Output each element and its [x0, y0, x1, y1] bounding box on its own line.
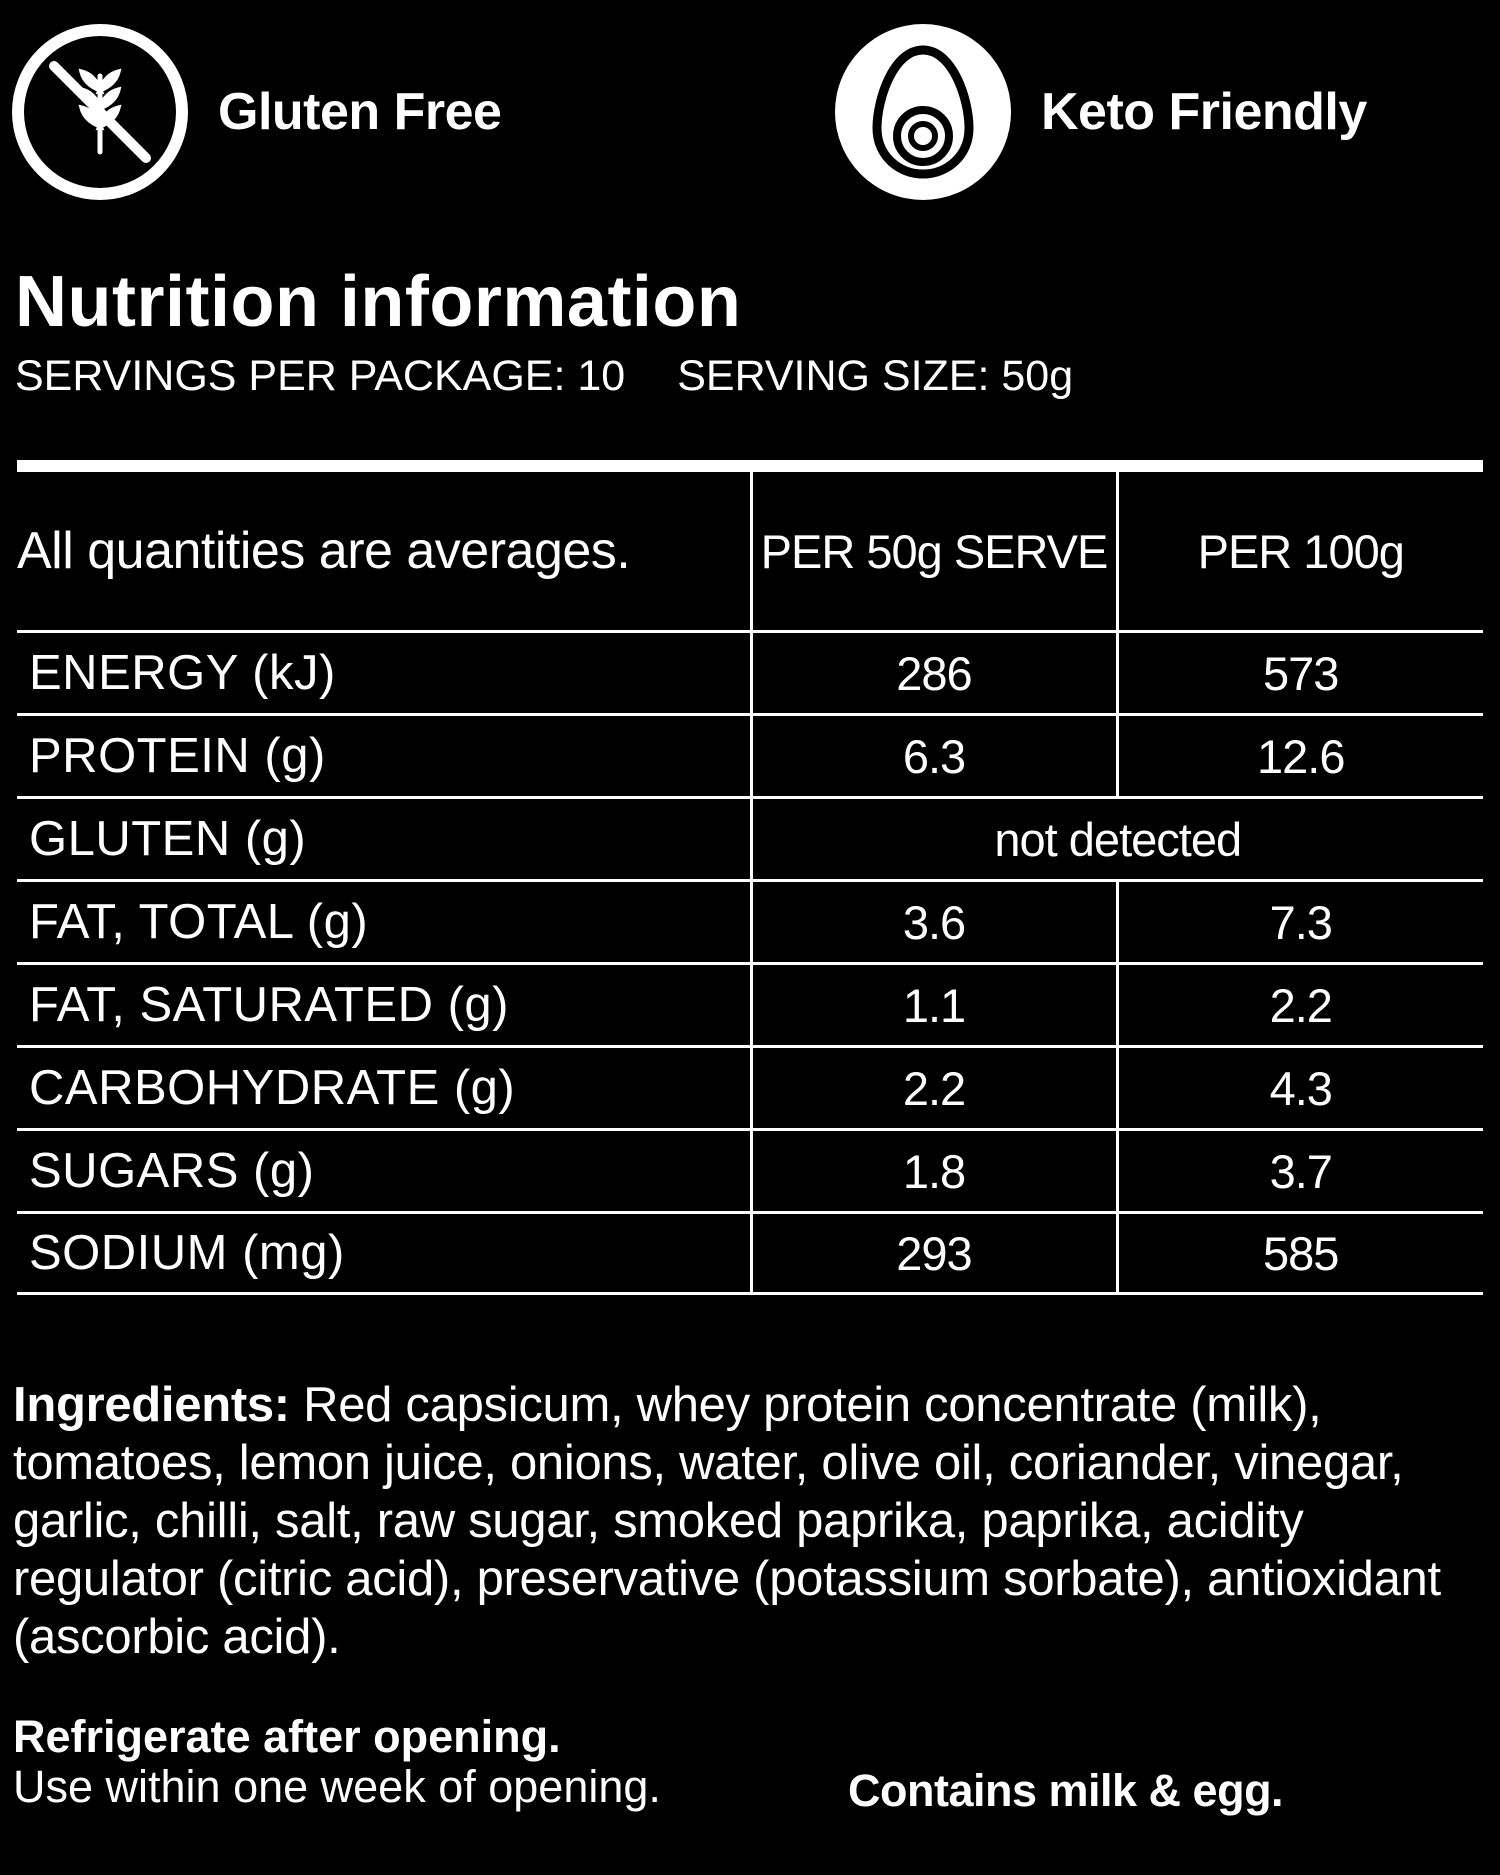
- table-row: CARBOHYDRATE (g) 2.2 4.3: [17, 1045, 1483, 1131]
- per-100g-value: 7.3: [1115, 879, 1483, 965]
- per-serve-value: 293: [749, 1211, 1119, 1295]
- refrigerate-note: Refrigerate after opening.: [13, 1711, 561, 1762]
- table-row: ENERGY (kJ) 286 573: [17, 630, 1483, 716]
- per-100g-value: 573: [1115, 630, 1483, 716]
- servings-per-package: SERVINGS PER PACKAGE: 10: [15, 352, 626, 400]
- no-wheat-icon: [12, 24, 188, 200]
- ingredients-paragraph: Ingredients: Red capsicum, whey protein …: [13, 1376, 1493, 1666]
- per-serve-value: 6.3: [749, 713, 1119, 799]
- use-within-note: Use within one week of opening.: [13, 1761, 661, 1812]
- serving-info: SERVINGS PER PACKAGE: 10 SERVING SIZE: 50…: [15, 355, 1073, 398]
- gluten-free-badge: Gluten Free: [12, 24, 502, 200]
- ingredients-label: Ingredients:: [13, 1378, 290, 1432]
- egg-icon: [835, 24, 1011, 200]
- nutrition-table: All quantities are averages. PER 50g SER…: [17, 472, 1483, 1295]
- table-row: PROTEIN (g) 6.3 12.6: [17, 713, 1483, 799]
- table-header-row: All quantities are averages. PER 50g SER…: [17, 472, 1483, 633]
- gluten-free-label: Gluten Free: [218, 83, 502, 141]
- nutrient-name: ENERGY (kJ): [17, 630, 753, 716]
- nutrient-name: PROTEIN (g): [17, 713, 753, 799]
- per-100g-value: 585: [1115, 1211, 1483, 1295]
- ingredients-text: Red capsicum, whey protein concentrate (…: [13, 1378, 1441, 1664]
- per-serve-value: 1.1: [749, 962, 1119, 1048]
- nutrition-title: Nutrition information: [15, 262, 742, 342]
- per-serve-header: PER 50g SERVE: [749, 472, 1119, 633]
- table-row: SODIUM (mg) 293 585: [17, 1211, 1483, 1295]
- per-serve-value: 286: [749, 630, 1119, 716]
- per-serve-value: 2.2: [749, 1045, 1119, 1131]
- nutrient-name: GLUTEN (g): [17, 796, 753, 882]
- keto-friendly-badge: Keto Friendly: [835, 24, 1367, 200]
- nutrient-name: SODIUM (mg): [17, 1211, 753, 1295]
- table-row: FAT, SATURATED (g) 1.1 2.2: [17, 962, 1483, 1048]
- allergen-statement: Contains milk & egg.: [848, 1765, 1284, 1816]
- serving-size: SERVING SIZE: 50g: [677, 352, 1074, 400]
- per-100g-value: 4.3: [1115, 1045, 1483, 1131]
- keto-friendly-label: Keto Friendly: [1041, 83, 1367, 141]
- table-top-rule: [17, 460, 1483, 472]
- merged-value: not detected: [749, 796, 1483, 882]
- per-100g-header: PER 100g: [1115, 472, 1483, 633]
- table-row: GLUTEN (g) not detected: [17, 796, 1483, 882]
- per-100g-value: 2.2: [1115, 962, 1483, 1048]
- per-serve-value: 1.8: [749, 1128, 1119, 1214]
- averages-note: All quantities are averages.: [17, 472, 753, 633]
- nutrient-name: CARBOHYDRATE (g): [17, 1045, 753, 1131]
- nutrient-name: SUGARS (g): [17, 1128, 753, 1214]
- nutrient-name: FAT, TOTAL (g): [17, 879, 753, 965]
- table-row: FAT, TOTAL (g) 3.6 7.3: [17, 879, 1483, 965]
- per-100g-value: 3.7: [1115, 1128, 1483, 1214]
- per-100g-value: 12.6: [1115, 713, 1483, 799]
- per-serve-value: 3.6: [749, 879, 1119, 965]
- nutrient-name: FAT, SATURATED (g): [17, 962, 753, 1048]
- table-row: SUGARS (g) 1.8 3.7: [17, 1128, 1483, 1214]
- storage-instructions: Refrigerate after opening. Use within on…: [13, 1712, 661, 1812]
